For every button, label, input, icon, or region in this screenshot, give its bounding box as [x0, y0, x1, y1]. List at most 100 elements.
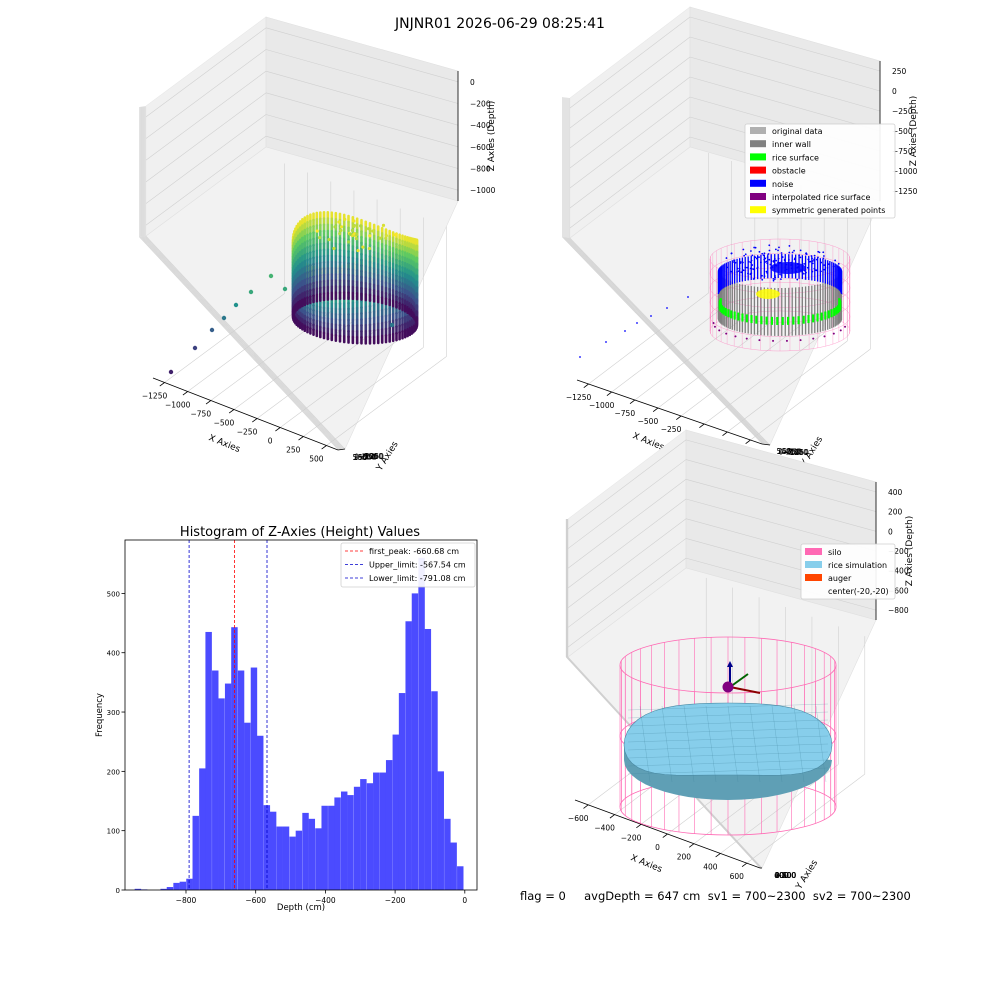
surface-point	[332, 247, 335, 250]
surface-point	[371, 229, 374, 232]
x-tick-mark	[160, 383, 165, 387]
noise-point	[798, 254, 800, 256]
outlier-point	[650, 315, 652, 317]
y-tick-label: 0	[116, 887, 120, 895]
outlier-point	[624, 330, 626, 332]
legend-label: rice surface	[772, 153, 819, 162]
legend-box	[745, 124, 895, 218]
histogram-bar	[296, 831, 302, 890]
legend-label: auger	[828, 574, 852, 583]
x-tick-label: 600	[730, 872, 745, 881]
legend-label: center(-20,-20)	[828, 587, 889, 596]
surface-point	[361, 246, 364, 249]
x-tick-label: 500	[309, 455, 324, 464]
noise-point	[758, 256, 760, 258]
x-tick-mark	[689, 844, 694, 848]
noise-point	[736, 271, 738, 273]
auger-center-marker	[723, 682, 734, 693]
x-tick-label: −500	[214, 419, 235, 428]
histogram-bar	[425, 629, 431, 890]
surface-point	[355, 237, 358, 240]
noise-point	[742, 262, 744, 264]
noise-point	[735, 262, 737, 264]
histogram-bar	[444, 819, 450, 890]
noise-point	[809, 261, 811, 263]
noise-point	[768, 259, 770, 261]
noise-point	[817, 256, 819, 258]
noise-point	[802, 272, 804, 274]
legend-label: inner wall	[772, 140, 811, 149]
noise-point	[768, 244, 770, 246]
histogram-bar	[450, 843, 456, 890]
noise-point	[820, 262, 822, 264]
legend-label: Lower_limit: -791.08 cm	[369, 574, 466, 583]
noise-point	[800, 256, 802, 258]
noise-point	[779, 273, 781, 275]
surface-point	[327, 238, 330, 241]
noise-point	[766, 262, 768, 264]
histogram-bar	[238, 671, 244, 890]
noise-point	[774, 278, 776, 280]
z-tick-label: 250	[892, 67, 907, 76]
noise-point	[807, 258, 809, 260]
noise-point	[811, 258, 813, 260]
noise-point	[784, 260, 786, 262]
outlier-point	[193, 346, 197, 350]
x-tick-mark	[299, 437, 304, 441]
noise-point	[755, 256, 757, 258]
noise-point	[805, 272, 807, 274]
histogram-bar	[173, 883, 179, 890]
noise-point	[774, 277, 776, 279]
outlier-point	[222, 316, 226, 320]
noise-point	[759, 251, 761, 253]
noise-point	[738, 270, 740, 272]
histogram-bar	[341, 792, 347, 890]
x-tick-mark	[206, 401, 211, 405]
interp-point	[725, 333, 727, 335]
surface-point	[367, 227, 370, 230]
histogram-bar	[244, 723, 250, 890]
x-tick-mark	[723, 432, 728, 436]
noise-point	[803, 263, 805, 265]
surface-point	[333, 225, 336, 228]
histogram-bar	[283, 827, 289, 890]
x-tick-label: 400	[703, 862, 718, 871]
noise-point	[740, 261, 742, 263]
histogram-bar	[199, 768, 205, 890]
histogram-bar	[205, 632, 211, 890]
histogram-bar	[309, 819, 315, 890]
noise-point	[775, 248, 777, 250]
noise-point	[773, 280, 775, 282]
x-tick-mark	[607, 392, 612, 396]
noise-point	[773, 261, 775, 263]
x-tick-mark	[229, 410, 234, 414]
interp-point	[772, 340, 774, 342]
legend-label: noise	[772, 180, 793, 189]
legend-swatch	[805, 548, 822, 555]
z-tick-label: −1250	[892, 187, 918, 196]
outlier-point	[283, 287, 287, 291]
noise-point	[828, 263, 830, 265]
noise-point	[834, 260, 836, 262]
noise-point	[767, 256, 769, 258]
z-axis-label: Z Axies (Depth)	[487, 101, 497, 172]
x-tick-label: −250	[237, 428, 258, 437]
z-tick-label: 200	[888, 508, 903, 517]
noise-point	[745, 253, 747, 255]
histogram-bar	[251, 668, 257, 890]
y-tick-label: 400	[107, 650, 120, 658]
noise-point	[744, 266, 746, 268]
noise-point	[807, 267, 809, 269]
outlier-point	[169, 370, 173, 374]
x-tick-label: −600	[568, 814, 589, 823]
legend-label: original data	[772, 127, 823, 136]
noise-point	[756, 258, 758, 260]
noise-point	[822, 251, 824, 253]
interp-point	[746, 338, 748, 340]
surface-point	[368, 247, 371, 250]
noise-point	[747, 273, 749, 275]
histogram-bar	[386, 760, 392, 890]
noise-point	[732, 261, 734, 263]
noise-point	[760, 261, 762, 263]
noise-point	[766, 271, 768, 273]
